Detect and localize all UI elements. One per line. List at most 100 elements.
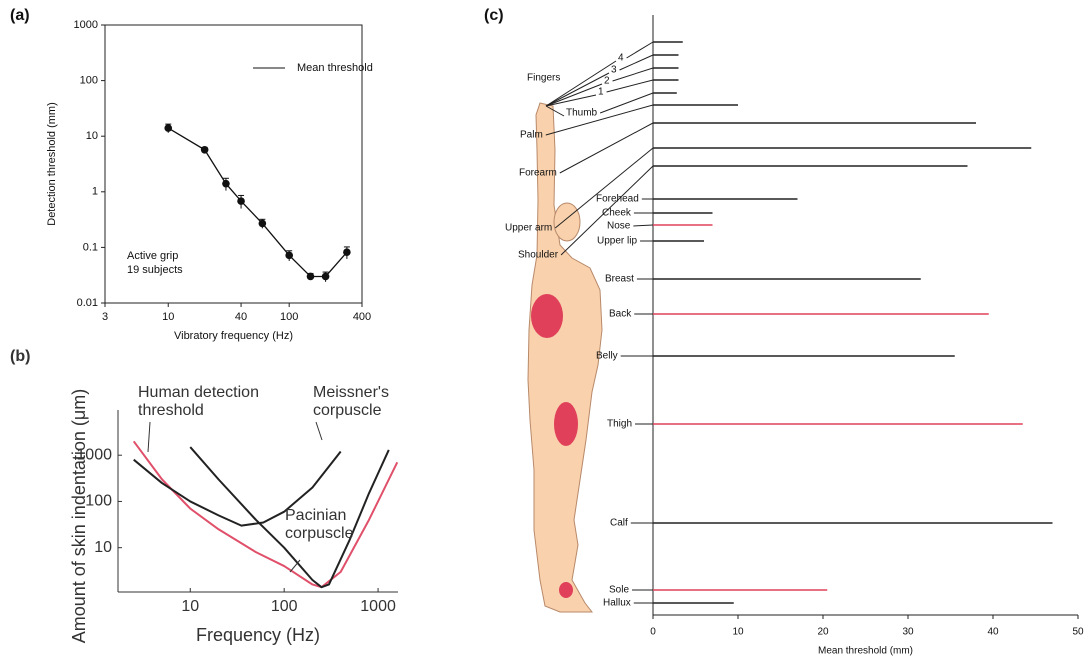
label-pointer [315,421,323,441]
area-sole [559,582,573,598]
curve-label: Meissner's [313,384,389,401]
silhouette [527,102,603,613]
body-part-label: Back [609,309,632,320]
body-part-label: 2 [604,76,610,87]
x-tick-label: 10 [732,627,744,638]
y-tick-label: 1 [92,186,98,198]
body-part-label: Calf [610,518,628,529]
leader [554,147,654,229]
leader [545,94,597,107]
area-thigh [554,402,578,446]
x-axis-title: Vibratory frequency (Hz) [174,330,293,342]
x-tick-label: 20 [817,627,829,638]
leader [545,105,565,117]
y-tick-label: 100 [80,75,98,87]
annotation: Active grip [127,250,178,262]
panel: (b) 10 100 1000 10 100 1000 Frequency (Hz) Amoun… [10,348,399,645]
body-part-label: Breast [605,274,634,285]
panel-label: (b) [10,348,30,365]
x-tick-label: 10 [162,311,174,323]
x-tick-label: 100 [280,311,298,323]
leader [545,72,610,107]
body-part-label: 4 [618,53,624,64]
y-axis-title: Detection threshold (mm) [46,102,58,226]
body-part-label: Palm [520,130,543,141]
point [285,251,293,260]
curve [189,446,390,589]
body-part-label: Thigh [607,419,632,430]
body-part-label: Forearm [519,168,557,179]
leader [619,54,654,71]
label-pointer [289,559,301,573]
leader [633,224,654,227]
curve-label: Pacinian [285,507,346,524]
leader [560,165,654,256]
curve-label: threshold [138,402,204,419]
leader [559,122,654,174]
body-part-label: Hallux [603,598,631,609]
panel-label: (a) [10,7,30,24]
x-tick-label: 50 [1072,627,1084,638]
head [553,202,581,242]
legend-label: Mean threshold [297,62,373,74]
curve [133,450,342,527]
leader [545,83,603,107]
panel: (a) 0.01 0.1 1 10 100 1000 3 10 40 100 400 Vibratory… [10,7,373,342]
point [343,248,351,256]
body-part-label: Sole [609,585,629,596]
body-part-label: Upper lip [597,236,637,247]
y-tick-label: 100 [85,493,112,510]
x-tick-label: 400 [353,311,371,323]
point [258,219,267,228]
y-tick-label: 0.01 [77,297,98,309]
leader [545,104,654,136]
body-part-label: Shoulder [518,250,559,261]
curve-label: corpuscle [313,402,382,419]
y-tick-label: 10 [94,539,112,556]
leader [545,60,617,107]
point [164,124,173,132]
leader [626,41,654,59]
annotation: 19 subjects [127,264,183,276]
group-label: Fingers [527,73,560,84]
x-tick-label: 100 [271,598,298,615]
point [200,145,209,154]
point [222,179,230,188]
curve-label: Human detection [138,384,259,401]
leader [599,92,654,114]
body-part-label: Nose [607,221,631,232]
x-tick-label: 40 [235,311,247,323]
body-part-label: Belly [596,351,618,362]
body-part-label: Thumb [566,108,598,119]
body-part-label: Upper arm [505,223,552,234]
x-tick-label: 10 [181,598,199,615]
y-tick-label: 1000 [74,19,98,31]
y-axis-title: Amount of skin indentation (μm) [69,389,89,644]
x-tick-label: 0 [650,627,656,638]
x-tick-label: 40 [987,627,999,638]
body-figure [527,102,603,613]
curve-label: corpuscle [285,525,354,542]
leader [606,79,654,93]
panel: (c) 0 10 20 30 40 50 Mean threshold (mm) Fingers… [484,7,1084,656]
point [306,272,315,281]
area-back [531,294,563,338]
x-axis-title: Frequency (Hz) [196,625,320,645]
x-tick-label: 3 [102,311,108,323]
body-part-label: Forehead [596,194,639,205]
x-tick-label: 1000 [360,598,396,615]
y-tick-label: 1000 [76,446,112,463]
body-part-label: Cheek [602,208,632,219]
x-tick-label: 30 [902,627,914,638]
y-tick-label: 0.1 [83,241,98,253]
leader [612,67,654,82]
label-pointer [147,421,151,453]
y-tick-label: 10 [86,130,98,142]
x-axis-title: Mean threshold (mm) [818,646,913,657]
series-line [167,127,348,278]
point [237,197,245,205]
body-part-label: 1 [598,87,604,98]
curve [132,440,399,589]
plot-frame [104,24,363,304]
